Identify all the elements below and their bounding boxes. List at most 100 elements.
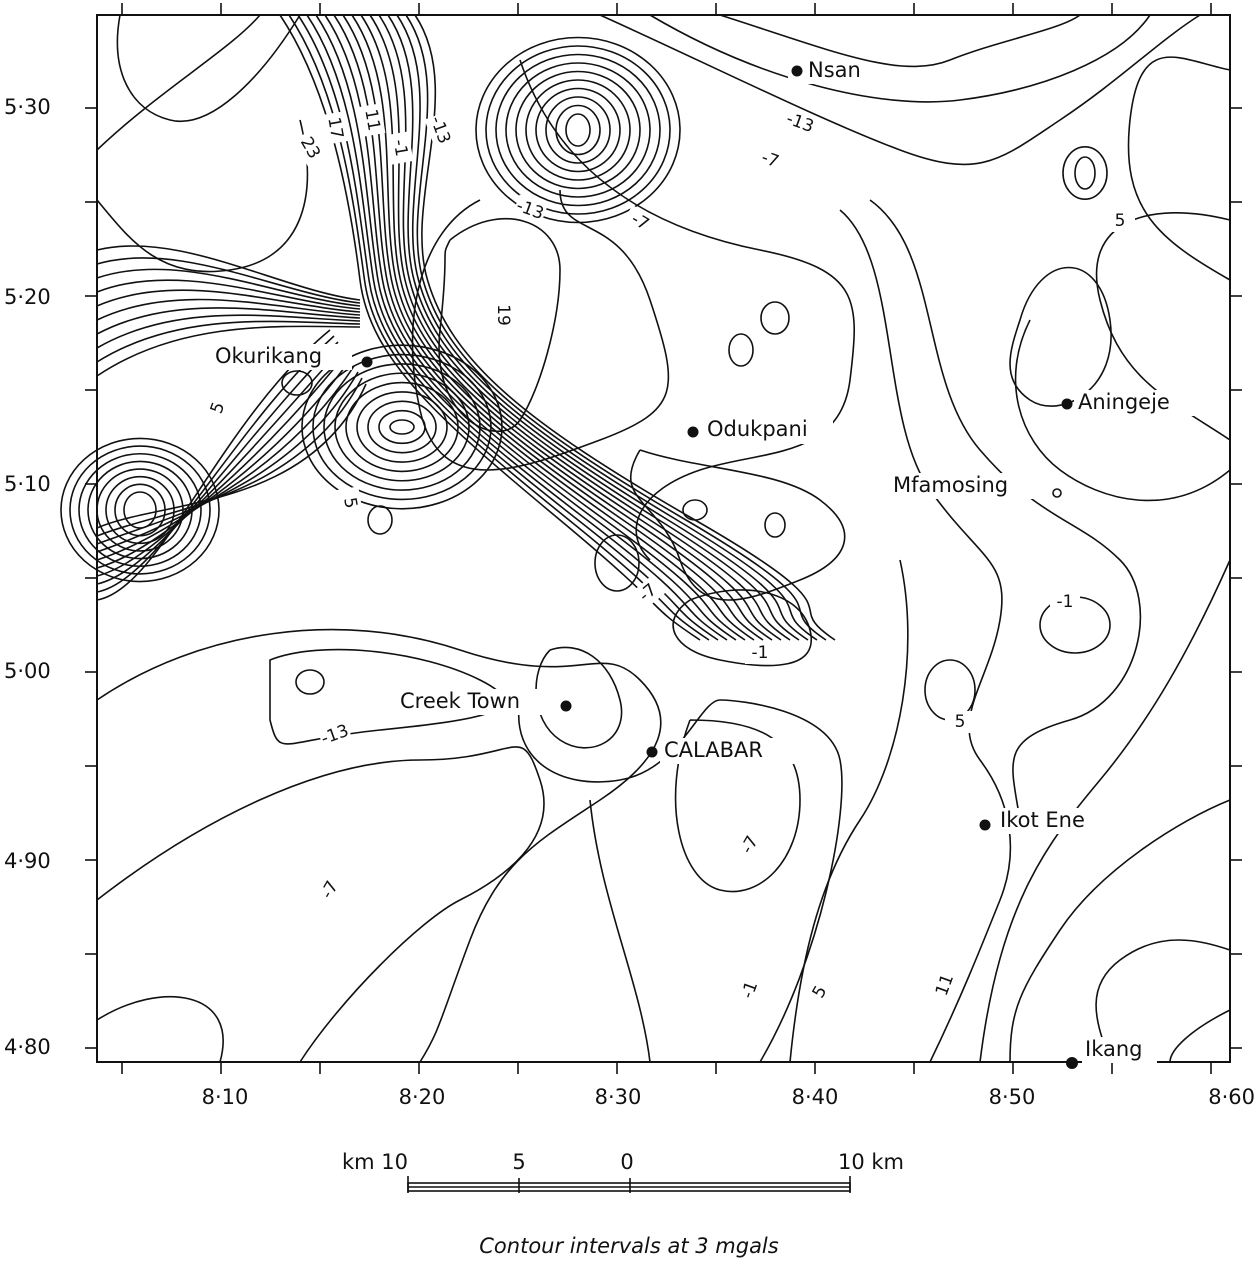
contour-line [438, 217, 561, 432]
contour-line [297, 14, 719, 641]
tick-marks [85, 3, 1242, 1074]
town-label: Creek Town [400, 689, 520, 713]
contour-lines [60, 14, 1231, 1063]
contour-line [979, 559, 1231, 1063]
y-tick-label: 5·00 [4, 659, 51, 683]
contour-line [116, 14, 301, 123]
town-label: Nsan [808, 58, 861, 82]
town-marker [979, 819, 991, 831]
label-mask [386, 131, 414, 165]
contour-line [599, 14, 1201, 166]
contour-line [96, 245, 361, 301]
contour-line [96, 320, 361, 363]
contour-line [555, 104, 601, 156]
contour-line [1074, 156, 1096, 190]
contour-line [629, 449, 846, 601]
contour-line [96, 746, 545, 1063]
contour-line [60, 437, 220, 583]
contour-line [869, 199, 1142, 821]
contour-line [396, 14, 818, 641]
contour-label: -1 [389, 138, 412, 158]
contour-line [96, 377, 363, 537]
contour-line [306, 14, 728, 641]
label-mask [336, 486, 364, 520]
label-mask [292, 129, 328, 167]
scale-label: km 10 [342, 1150, 408, 1174]
town-marker [1066, 1057, 1078, 1069]
town-label: Okurikang [215, 344, 322, 368]
contour-line [96, 371, 359, 545]
contour-line [96, 383, 367, 529]
contour-label: -1 [1057, 592, 1074, 612]
y-tick-label: 4·90 [4, 849, 51, 873]
contour-label: 11 [360, 108, 383, 133]
contour-line [96, 628, 662, 1063]
contour-line [682, 499, 708, 521]
scale-label: 10 km [838, 1150, 904, 1174]
contour-line [281, 370, 313, 396]
y-tick-label: 5·10 [4, 472, 51, 496]
contour-line [760, 301, 790, 335]
contour-label: 5 [339, 496, 361, 510]
contour-line [672, 589, 813, 667]
contour-label: -7 [759, 148, 782, 173]
contour-line [367, 400, 437, 454]
contour-line [96, 307, 361, 335]
contour-line [405, 14, 827, 641]
contour-line [839, 209, 1012, 1063]
label-mask [621, 204, 659, 240]
y-tick-label: 5·20 [4, 285, 51, 309]
contour-label: -1 [738, 979, 763, 1002]
town-marker [1061, 398, 1073, 410]
town-label: Ikot Ene [1000, 808, 1085, 832]
contour-line [351, 14, 773, 641]
contour-line [105, 475, 175, 545]
label-mask [312, 871, 348, 909]
contour-line [96, 995, 224, 1063]
label-mask [732, 826, 768, 864]
label-mask [512, 194, 548, 226]
contour-line [378, 409, 426, 445]
contour-line [789, 559, 909, 1063]
contour-line [1169, 1009, 1231, 1063]
label-mask [929, 967, 961, 1003]
town-marker [687, 426, 699, 438]
contour-line [764, 512, 786, 538]
contour-line [649, 14, 1151, 103]
contour-line [356, 391, 448, 463]
contour-line [411, 189, 670, 471]
contour-line [315, 14, 737, 641]
town-marker [1052, 488, 1062, 498]
contour-line [517, 699, 843, 1063]
contour-label: 5 [955, 712, 966, 732]
contour-line [1062, 146, 1108, 201]
contour-label: 19 [493, 304, 513, 326]
town-label: Mfamosing [893, 473, 1008, 497]
label-mask [321, 111, 349, 145]
contour-line [301, 344, 503, 510]
scale-label: 5 [512, 1150, 525, 1174]
label-mask [802, 973, 838, 1011]
contour-line [589, 799, 651, 1063]
contour-line [728, 333, 754, 367]
label-mask [745, 642, 775, 664]
map-frame [96, 14, 1231, 1063]
contour-line [96, 268, 361, 307]
contour-line [1095, 939, 1231, 1063]
contour-line [389, 419, 415, 435]
contour-line [96, 119, 309, 273]
contour-line [96, 359, 351, 561]
contour-line [1009, 799, 1231, 1063]
contour-line [96, 314, 361, 349]
contour-line [1009, 266, 1112, 407]
contour-label: 5 [1115, 211, 1126, 231]
contour-line [96, 341, 339, 585]
label-mask [752, 144, 788, 176]
contour-line [96, 335, 335, 593]
town-label: Aningeje [1078, 390, 1170, 414]
contour-line [96, 14, 261, 151]
contour-line [519, 59, 855, 561]
contour-line [367, 505, 393, 535]
label-mask [317, 719, 353, 751]
